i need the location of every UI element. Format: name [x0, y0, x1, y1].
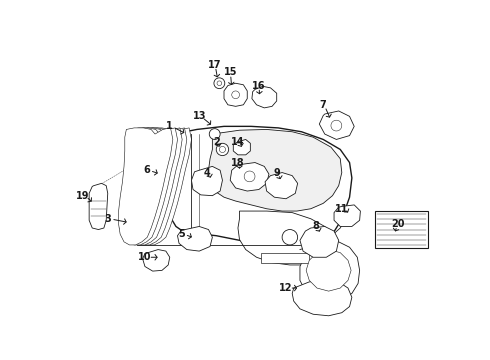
Text: 17: 17	[208, 60, 221, 70]
Text: 13: 13	[193, 111, 206, 121]
Circle shape	[214, 78, 225, 89]
Polygon shape	[123, 128, 177, 245]
Text: 2: 2	[213, 137, 220, 147]
Polygon shape	[238, 211, 337, 265]
Polygon shape	[120, 213, 148, 237]
Polygon shape	[252, 86, 277, 108]
Text: 4: 4	[203, 167, 210, 177]
Text: 11: 11	[335, 204, 348, 214]
Polygon shape	[133, 128, 187, 245]
Text: 3: 3	[104, 214, 111, 224]
Polygon shape	[300, 242, 360, 301]
Circle shape	[244, 171, 255, 182]
Polygon shape	[209, 130, 342, 211]
Text: 16: 16	[252, 81, 266, 91]
Text: 10: 10	[138, 252, 152, 262]
Polygon shape	[224, 83, 247, 106]
Polygon shape	[334, 205, 361, 226]
Text: 5: 5	[178, 229, 185, 239]
Polygon shape	[177, 226, 212, 251]
Text: 14: 14	[231, 137, 245, 147]
Circle shape	[232, 91, 240, 99]
Polygon shape	[137, 128, 192, 245]
Polygon shape	[135, 126, 352, 249]
Polygon shape	[128, 128, 182, 245]
Text: 20: 20	[392, 219, 405, 229]
Text: 12: 12	[279, 283, 293, 293]
Text: 19: 19	[76, 191, 90, 201]
Polygon shape	[192, 166, 222, 195]
Circle shape	[331, 120, 342, 131]
Polygon shape	[292, 280, 352, 316]
Text: 8: 8	[312, 221, 319, 231]
Polygon shape	[306, 249, 351, 291]
Text: 6: 6	[143, 165, 150, 175]
Polygon shape	[230, 163, 269, 191]
Bar	[375, 211, 428, 248]
Polygon shape	[319, 111, 354, 139]
Text: 18: 18	[231, 158, 245, 167]
Circle shape	[282, 230, 297, 245]
Circle shape	[216, 143, 229, 156]
Polygon shape	[119, 128, 173, 245]
Text: 9: 9	[273, 167, 280, 177]
Polygon shape	[300, 226, 339, 257]
Circle shape	[209, 129, 220, 139]
Polygon shape	[265, 172, 297, 199]
Text: 1: 1	[167, 121, 173, 131]
Polygon shape	[89, 183, 108, 230]
Text: 15: 15	[223, 67, 237, 77]
Polygon shape	[233, 139, 250, 155]
Text: 7: 7	[320, 100, 326, 110]
Polygon shape	[143, 249, 170, 271]
FancyBboxPatch shape	[261, 253, 309, 264]
Circle shape	[217, 81, 221, 86]
Circle shape	[220, 147, 225, 153]
